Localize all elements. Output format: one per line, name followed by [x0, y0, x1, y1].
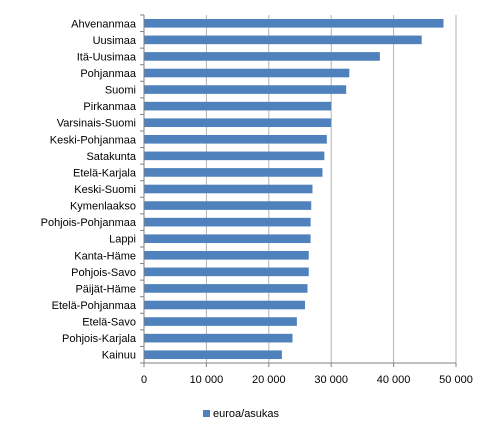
bar-Itä-Uusimaa	[144, 52, 380, 61]
category-label: Pohjois-Karjala	[62, 333, 137, 345]
category-label: Ahvenanmaa	[71, 18, 137, 30]
axes	[140, 14, 457, 367]
x-tick-label: 20 000	[252, 374, 286, 386]
category-label: Keski-Suomi	[74, 184, 136, 196]
category-label: Pohjanmaa	[80, 68, 137, 80]
bar-Uusimaa	[144, 35, 422, 45]
bar-Etelä-Savo	[144, 317, 297, 326]
category-label: Uusimaa	[93, 35, 137, 47]
category-label: Itä-Uusimaa	[77, 51, 137, 63]
legend-swatch	[203, 410, 210, 417]
category-label: Suomi	[105, 85, 136, 97]
category-label: Keski-Pohjanmaa	[50, 134, 137, 146]
category-label: Etelä-Savo	[82, 317, 136, 329]
bar-Kanta-Häme	[144, 250, 309, 260]
bar-Keski-Pohjanmaa	[144, 134, 327, 144]
category-label: Satakunta	[86, 151, 136, 163]
category-label: Kainuu	[102, 350, 136, 362]
x-tick-label: 40 000	[377, 374, 411, 386]
x-tick-label: 50 000	[439, 374, 473, 386]
category-label: Lappi	[109, 234, 136, 246]
bar-Pohjois-Karjala	[144, 333, 293, 343]
category-labels: Ahvenanmaa Uusimaa Itä-Uusimaa Pohjanmaa Suo…	[41, 18, 137, 361]
category-label: Etelä-Pohjanmaa	[52, 300, 137, 312]
tick-labels: 0 10 000 20 000 30 000 40 000 50 000	[141, 374, 473, 386]
category-label: Pirkanmaa	[83, 101, 136, 113]
bar-Pohjois-Pohjanmaa	[144, 217, 311, 227]
category-label: Etelä-Karjala	[73, 167, 137, 179]
bar-Suomi	[144, 85, 347, 94]
category-label: Pohjois-Savo	[71, 267, 136, 279]
bar-Satakunta	[144, 151, 325, 161]
bar-Varsinais-Suomi	[144, 118, 332, 128]
bars	[144, 18, 444, 360]
category-label: Päijät-Häme	[75, 283, 136, 295]
bar-Pohjois-Savo	[144, 267, 309, 277]
bar-Keski-Suomi	[144, 184, 313, 194]
bar-Etelä-Pohjanmaa	[144, 300, 305, 310]
bar-Lappi	[144, 234, 311, 244]
x-tick-label: 10 000	[190, 374, 224, 386]
bar-Kainuu	[144, 350, 282, 360]
bar-Ahvenanmaa	[144, 18, 444, 28]
category-label: Pohjois-Pohjanmaa	[41, 217, 137, 229]
bar-Etelä-Karjala	[144, 168, 323, 177]
category-label: Varsinais-Suomi	[57, 118, 136, 130]
legend: euroa/asukas	[203, 408, 280, 420]
bar-Pohjanmaa	[144, 68, 350, 78]
x-tick-label: 0	[141, 374, 147, 386]
legend-label: euroa/asukas	[213, 408, 280, 420]
bar-Päijät-Häme	[144, 284, 308, 293]
category-label: Kymenlaakso	[70, 201, 136, 213]
bar-Pirkanmaa	[144, 101, 332, 111]
bar-Kymenlaakso	[144, 201, 312, 210]
x-tick-label: 30 000	[314, 374, 348, 386]
category-label: Kanta-Häme	[74, 250, 136, 262]
